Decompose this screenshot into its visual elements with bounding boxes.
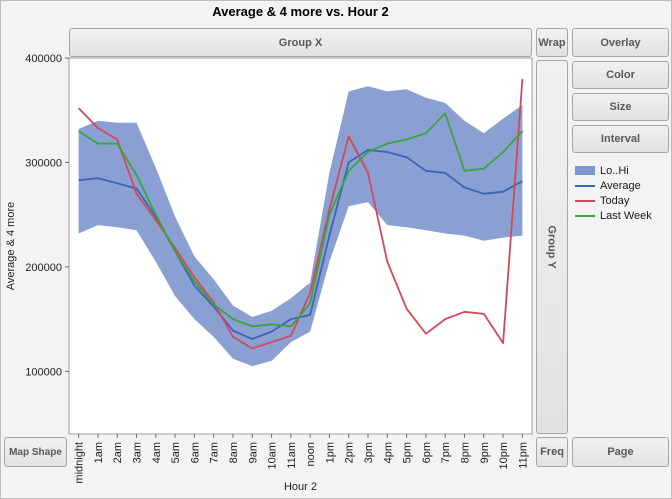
y-tick-label: 200000	[25, 262, 62, 274]
legend-label: Lo..Hi	[600, 164, 629, 177]
x-tick-label: midnight	[74, 442, 86, 484]
x-tick-label: 7pm	[440, 442, 452, 463]
x-tick-label: 11pm	[517, 442, 529, 469]
x-tick-label: 9pm	[479, 442, 491, 463]
chart-title: Average & 4 more vs. Hour 2	[212, 4, 389, 19]
series-line-last-week	[78, 112, 524, 328]
x-axis-title: Hour 2	[284, 481, 317, 493]
legend-label: Today	[600, 194, 630, 207]
plot-area[interactable]	[69, 58, 532, 434]
drop-zone-group-y[interactable]: Group Y	[536, 60, 568, 434]
x-tick-label: 1am	[93, 442, 105, 463]
plot-frame	[68, 57, 533, 435]
drop-zone-group-y-label: Group Y	[546, 225, 559, 269]
drop-zone-overlay[interactable]: Overlay	[572, 28, 669, 57]
drop-zone-map-shape[interactable]: Map Shape	[4, 437, 67, 467]
legend-label: Average	[600, 179, 641, 192]
x-tick-label: 5am	[170, 442, 182, 463]
legend-item-lo-hi[interactable]: Lo..Hi	[575, 163, 669, 178]
drop-zone-interval-label: Interval	[600, 133, 641, 145]
x-tick-label: 4pm	[382, 442, 394, 463]
drop-zone-freq-label: Freq	[540, 446, 564, 458]
legend-item-average[interactable]: Average	[575, 178, 669, 193]
legend-item-last-week[interactable]: Last Week	[575, 208, 669, 223]
drop-zone-interval[interactable]: Interval	[572, 125, 669, 153]
x-tick-label: noon	[305, 442, 317, 466]
legend-item-today[interactable]: Today	[575, 193, 669, 208]
x-tick-label: 6pm	[421, 442, 433, 463]
x-tick-label: 8am	[228, 442, 240, 463]
x-tick-label: 5pm	[402, 442, 414, 463]
x-tick-label: 3pm	[363, 442, 375, 463]
x-tick-label: 11am	[286, 442, 298, 469]
drop-zone-size[interactable]: Size	[572, 93, 669, 121]
x-tick-label: 9am	[247, 442, 259, 463]
x-tick-label: 1pm	[324, 442, 336, 463]
drop-zone-color-label: Color	[606, 69, 635, 81]
x-tick-label: 7am	[209, 442, 221, 463]
x-tick-label: 6am	[189, 442, 201, 463]
x-tick-label: 2am	[112, 442, 124, 463]
legend: Lo..Hi Average Today Last Week	[575, 163, 669, 223]
x-tick-label: 10pm	[498, 442, 510, 470]
legend-swatch-line	[575, 214, 595, 217]
drop-zone-page[interactable]: Page	[572, 437, 669, 467]
drop-zone-group-x[interactable]: Group X	[69, 28, 532, 57]
x-tick-label: 10am	[267, 442, 279, 470]
drop-zone-freq[interactable]: Freq	[536, 437, 568, 467]
legend-label: Last Week	[600, 209, 652, 222]
legend-swatch-line	[575, 184, 595, 187]
drop-zone-page-label: Page	[607, 446, 634, 458]
drop-zone-wrap[interactable]: Wrap	[536, 28, 568, 57]
x-tick-label: 2pm	[344, 442, 356, 463]
y-tick-label: 400000	[25, 53, 62, 65]
band-lo-hi	[78, 86, 523, 367]
y-tick-label: 300000	[25, 157, 62, 169]
drop-zone-overlay-label: Overlay	[600, 36, 641, 49]
x-tick-label: 4am	[151, 442, 163, 463]
x-tick-label: 3am	[132, 442, 144, 463]
x-tick-label: 8pm	[459, 442, 471, 463]
drop-zone-size-label: Size	[609, 101, 632, 113]
series-line-average	[78, 148, 523, 340]
y-axis-title: Average & 4 more	[5, 202, 17, 290]
drop-zone-color[interactable]: Color	[572, 61, 669, 89]
y-tick-label: 100000	[25, 366, 62, 378]
legend-swatch-line	[575, 199, 595, 202]
legend-swatch-band	[575, 166, 595, 175]
drop-zone-wrap-label: Wrap	[538, 36, 566, 49]
drop-zone-map-shape-label: Map Shape	[9, 446, 62, 458]
drop-zone-group-x-label: Group X	[278, 36, 323, 49]
